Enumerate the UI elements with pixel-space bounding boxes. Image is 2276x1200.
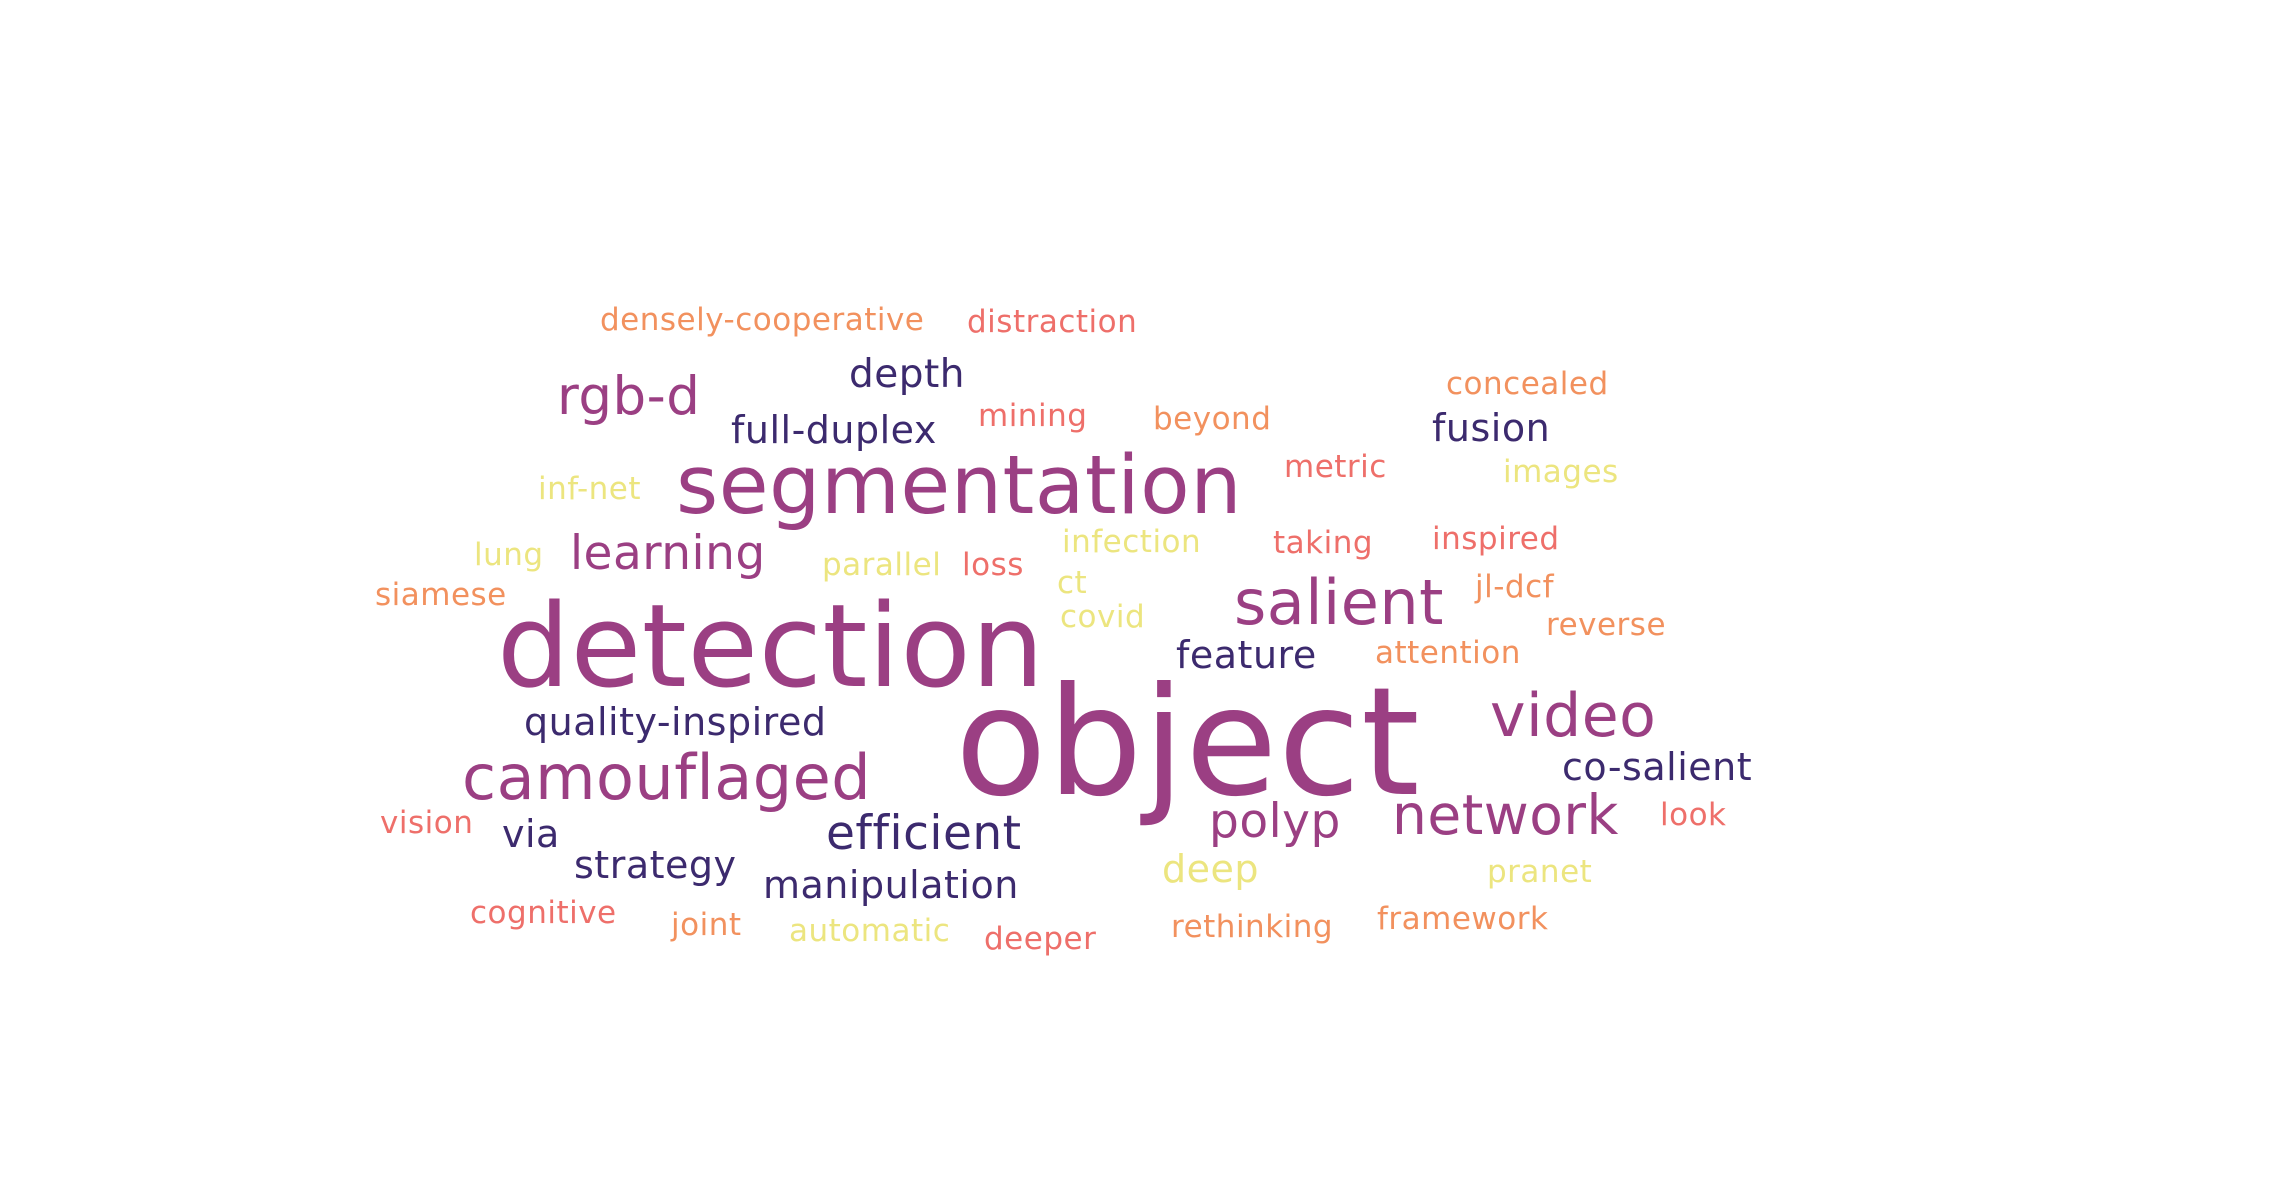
word-mining: mining	[978, 398, 1088, 434]
word-attention: attention	[1375, 635, 1521, 671]
word-fusion: fusion	[1432, 406, 1551, 450]
word-inf-net: inf-net	[538, 471, 642, 507]
word-co-salient: co-salient	[1562, 745, 1753, 789]
word-quality-inspired: quality-inspired	[524, 700, 827, 744]
word-camouflaged: camouflaged	[462, 741, 872, 814]
word-feature: feature	[1176, 633, 1317, 677]
word-cognitive: cognitive	[470, 895, 617, 931]
word-ct: ct	[1057, 565, 1088, 601]
word-images: images	[1503, 454, 1619, 490]
word-concealed: concealed	[1446, 366, 1609, 402]
word-efficient: efficient	[826, 806, 1022, 861]
word-automatic: automatic	[789, 913, 951, 949]
word-rethinking: rethinking	[1171, 909, 1334, 945]
word-lung: lung	[474, 537, 544, 573]
word-jl-dcf: jl-dcf	[1475, 569, 1555, 605]
word-siamese: siamese	[375, 577, 507, 613]
word-framework: framework	[1377, 901, 1549, 937]
word-pranet: pranet	[1487, 854, 1593, 890]
word-video: video	[1490, 681, 1657, 751]
word-vision: vision	[380, 805, 474, 841]
word-salient: salient	[1234, 566, 1444, 639]
word-rgb-d: rgb-d	[557, 366, 701, 427]
word-parallel: parallel	[822, 547, 942, 583]
word-loss: loss	[962, 547, 1024, 583]
word-beyond: beyond	[1153, 401, 1272, 437]
word-covid: covid	[1060, 599, 1146, 635]
word-infection: infection	[1062, 524, 1202, 560]
word-detection: detection	[497, 580, 1045, 714]
word-metric: metric	[1284, 449, 1387, 485]
word-taking: taking	[1273, 525, 1374, 561]
word-strategy: strategy	[574, 843, 737, 887]
word-object: object	[955, 656, 1421, 830]
word-distraction: distraction	[967, 304, 1138, 340]
word-deep: deep	[1162, 847, 1259, 891]
word-segmentation: segmentation	[676, 439, 1243, 533]
word-depth: depth	[849, 352, 966, 397]
word-deeper: deeper	[984, 921, 1097, 957]
word-polyp: polyp	[1209, 794, 1341, 849]
word-densely-cooperative: densely-cooperative	[600, 302, 925, 338]
word-inspired: inspired	[1432, 521, 1560, 557]
word-learning: learning	[570, 526, 766, 581]
word-reverse: reverse	[1546, 607, 1667, 643]
word-network: network	[1392, 783, 1619, 847]
word-look: look	[1660, 797, 1727, 833]
word-manipulation: manipulation	[763, 863, 1019, 907]
word-full-duplex: full-duplex	[731, 408, 937, 452]
word-joint: joint	[671, 907, 742, 943]
word-via: via	[502, 812, 560, 856]
